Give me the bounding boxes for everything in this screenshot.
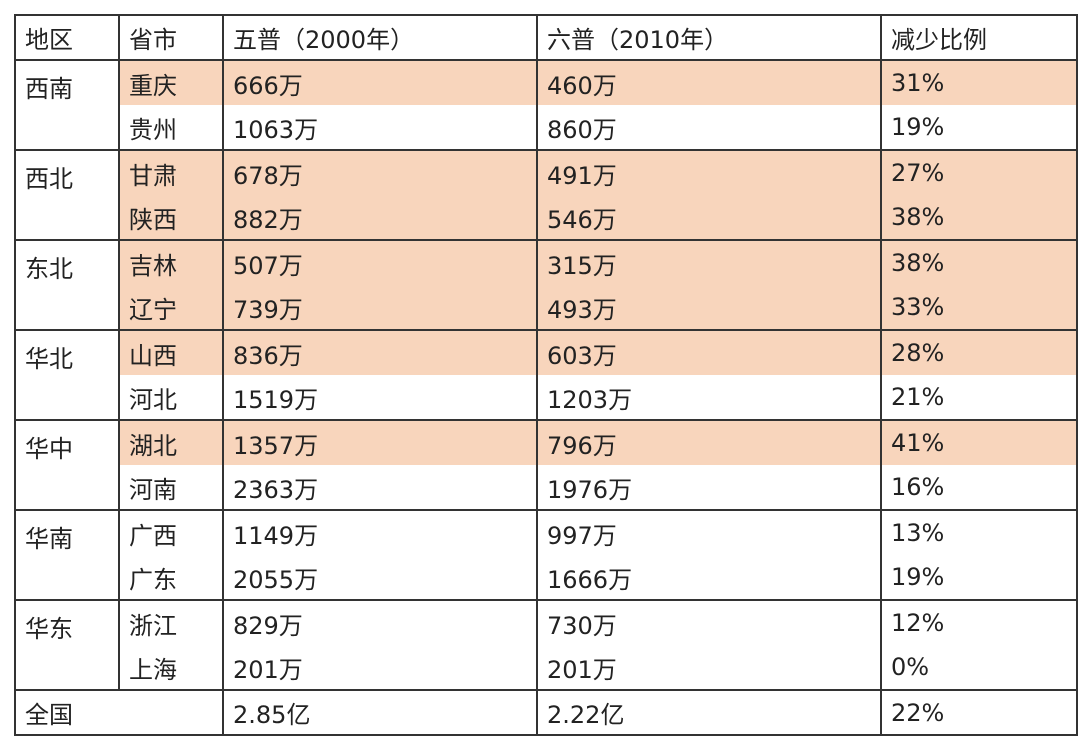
province-cell: 吉林	[118, 239, 224, 285]
region-cell: 华南	[14, 509, 120, 601]
header-row: 地区 省市 五普（2000年） 六普（2010年） 减少比例	[14, 14, 1078, 61]
total-decrease: 22%	[880, 689, 1078, 736]
region-cell: 华东	[14, 599, 120, 691]
y2010-cell: 1976万	[536, 465, 882, 511]
data-row: 上海 201万 201万 0%	[15, 645, 1078, 691]
y2010-cell: 491万	[536, 149, 882, 195]
y2000-cell: 739万	[222, 285, 538, 331]
total-row: 全国 2.85亿 2.22亿 22%	[14, 689, 1078, 736]
y2000-cell: 1357万	[222, 419, 538, 465]
header-cell: 地区	[14, 14, 120, 61]
total-label: 全国	[14, 689, 224, 736]
y2000-cell: 2055万	[222, 555, 538, 601]
decrease-cell: 41%	[880, 419, 1078, 465]
province-cell: 河北	[118, 375, 224, 421]
y2000-cell: 666万	[222, 59, 538, 105]
province-cell: 湖北	[118, 419, 224, 465]
data-row: 华南 广西 1149万 997万 13%	[14, 509, 1078, 601]
y2000-cell: 1149万	[222, 509, 538, 555]
decrease-cell: 33%	[880, 285, 1078, 331]
data-row: 西南 重庆 666万 460万 31%	[14, 59, 1078, 151]
header-cell: 减少比例	[880, 14, 1078, 61]
data-row: 广东 2055万 1666万 19%	[15, 555, 1078, 601]
y2000-cell: 882万	[222, 195, 538, 241]
province-cell: 贵州	[118, 105, 224, 151]
y2010-cell: 603万	[536, 329, 882, 375]
data-row: 贵州 1063万 860万 19%	[15, 105, 1078, 151]
decrease-cell: 28%	[880, 329, 1078, 375]
decrease-cell: 38%	[880, 195, 1078, 241]
data-row: 河南 2363万 1976万 16%	[15, 465, 1078, 511]
province-cell: 广东	[118, 555, 224, 601]
population-table: 地区 省市 五普（2000年） 六普（2010年） 减少比例 西南 重庆 666万 460万 31…	[14, 14, 1078, 736]
y2000-cell: 836万	[222, 329, 538, 375]
y2000-cell: 1519万	[222, 375, 538, 421]
y2010-cell: 796万	[536, 419, 882, 465]
decrease-cell: 19%	[880, 105, 1078, 151]
decrease-cell: 13%	[880, 509, 1078, 555]
province-cell: 山西	[118, 329, 224, 375]
data-row: 华东 浙江 829万 730万 12%	[14, 599, 1078, 691]
total-y2010: 2.22亿	[536, 689, 882, 736]
region-cell: 华北	[14, 329, 120, 421]
header-cell: 省市	[118, 14, 224, 61]
data-row: 西北 甘肃 678万 491万 27%	[14, 149, 1078, 241]
decrease-cell: 21%	[880, 375, 1078, 421]
y2000-cell: 678万	[222, 149, 538, 195]
province-cell: 广西	[118, 509, 224, 555]
y2010-cell: 997万	[536, 509, 882, 555]
y2010-cell: 460万	[536, 59, 882, 105]
decrease-cell: 38%	[880, 239, 1078, 285]
data-row: 华中 湖北 1357万 796万 41%	[14, 419, 1078, 511]
region-cell: 西北	[14, 149, 120, 241]
province-cell: 浙江	[118, 599, 224, 645]
y2000-cell: 2363万	[222, 465, 538, 511]
table-body: 地区 省市 五普（2000年） 六普（2010年） 减少比例 西南 重庆 666万 460万 31…	[14, 14, 1078, 736]
y2000-cell: 507万	[222, 239, 538, 285]
data-row: 陕西 882万 546万 38%	[15, 195, 1078, 241]
decrease-cell: 0%	[880, 645, 1078, 691]
y2010-cell: 860万	[536, 105, 882, 151]
y2000-cell: 201万	[222, 645, 538, 691]
total-y2000: 2.85亿	[222, 689, 538, 736]
decrease-cell: 16%	[880, 465, 1078, 511]
decrease-cell: 31%	[880, 59, 1078, 105]
y2010-cell: 315万	[536, 239, 882, 285]
province-cell: 陕西	[118, 195, 224, 241]
data-row: 辽宁 739万 493万 33%	[15, 285, 1078, 331]
region-cell: 华中	[14, 419, 120, 511]
header-cell: 五普（2000年）	[222, 14, 538, 61]
region-cell: 东北	[14, 239, 120, 331]
header-cell: 六普（2010年）	[536, 14, 882, 61]
data-row: 东北 吉林 507万 315万 38%	[14, 239, 1078, 331]
province-cell: 辽宁	[118, 285, 224, 331]
y2010-cell: 546万	[536, 195, 882, 241]
y2010-cell: 1203万	[536, 375, 882, 421]
y2000-cell: 1063万	[222, 105, 538, 151]
province-cell: 甘肃	[118, 149, 224, 195]
region-cell: 西南	[14, 59, 120, 151]
y2010-cell: 201万	[536, 645, 882, 691]
y2000-cell: 829万	[222, 599, 538, 645]
decrease-cell: 19%	[880, 555, 1078, 601]
province-cell: 上海	[118, 645, 224, 691]
decrease-cell: 12%	[880, 599, 1078, 645]
data-row: 河北 1519万 1203万 21%	[15, 375, 1078, 421]
data-row: 华北 山西 836万 603万 28%	[14, 329, 1078, 421]
decrease-cell: 27%	[880, 149, 1078, 195]
y2010-cell: 730万	[536, 599, 882, 645]
province-cell: 重庆	[118, 59, 224, 105]
y2010-cell: 1666万	[536, 555, 882, 601]
y2010-cell: 493万	[536, 285, 882, 331]
province-cell: 河南	[118, 465, 224, 511]
